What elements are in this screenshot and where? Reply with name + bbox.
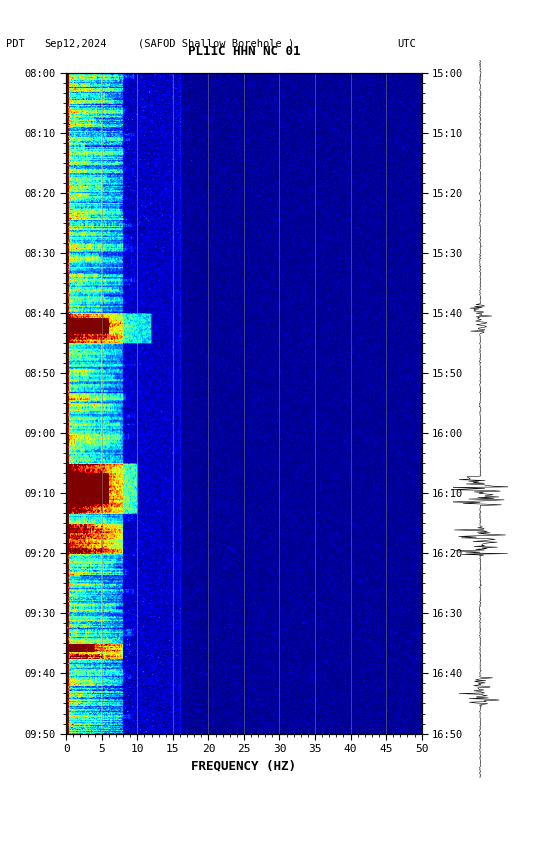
X-axis label: FREQUENCY (HZ): FREQUENCY (HZ) [192, 759, 296, 772]
Text: PDT: PDT [6, 39, 24, 49]
Text: (SAFOD Shallow Borehole ): (SAFOD Shallow Borehole ) [138, 39, 294, 49]
Text: Sep12,2024: Sep12,2024 [44, 39, 107, 49]
Text: UTC: UTC [397, 39, 416, 49]
Text: PL11C HHN NC 01: PL11C HHN NC 01 [188, 45, 300, 58]
